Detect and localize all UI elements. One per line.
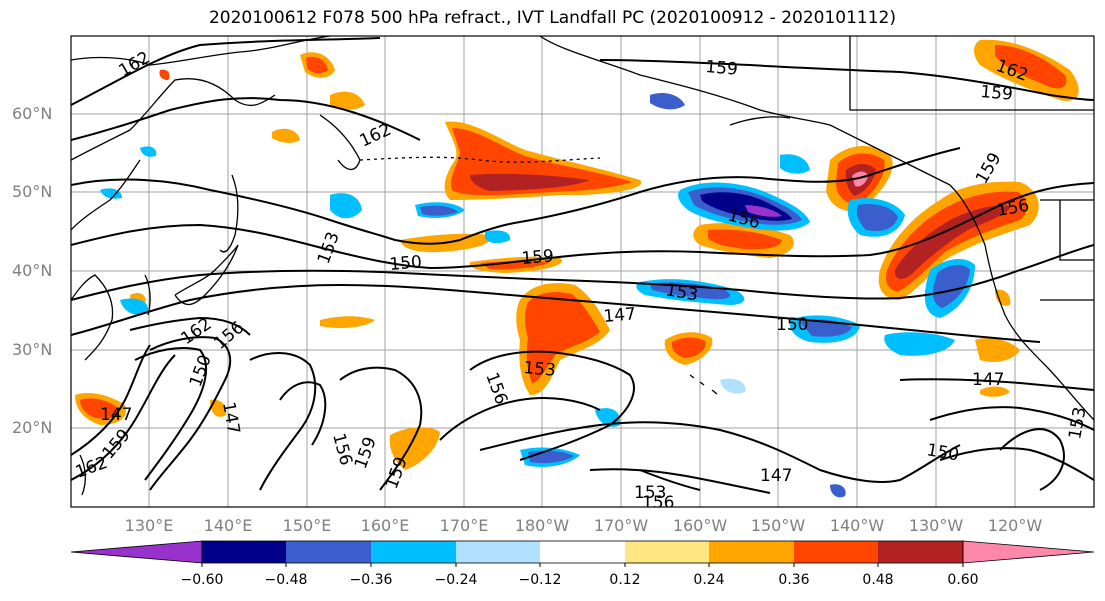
contour-label: 162 [357,120,395,152]
contour-label: 156 [642,493,674,513]
colorbar-tick-label: 0.48 [862,572,894,588]
lon-label: 140°E [203,516,253,535]
lat-label-60n: 60°N [12,104,53,123]
contour-label: 150 [186,352,216,389]
contour-label: 153 [634,483,666,503]
lon-label: 170°W [593,516,649,535]
colorbar-segment [202,541,286,563]
contour-label: 153 [664,280,699,305]
contour-label: 156 [481,370,511,407]
lat-label-30n: 30°N [12,340,53,359]
colorbar-segment [878,541,963,563]
colorbar-segment [709,541,794,563]
lon-label: 150°W [750,516,806,535]
contour-label: 147 [218,400,243,435]
lon-label: 130°E [124,516,174,535]
colorbar-tick-label: 0.60 [947,572,979,588]
colorbar-tick-label: −0.12 [518,572,562,588]
map-frame [70,35,1095,508]
contour-label: 162 [116,48,154,82]
lon-label: 130°W [908,516,964,535]
contour-label: 153 [523,358,557,381]
colorbar-segment [625,541,709,563]
lat-label-40n: 40°N [12,261,53,280]
lat-label-20n: 20°N [12,418,53,437]
lon-label: 170°E [439,516,489,535]
contour-label: 153 [1065,405,1090,440]
lon-label: 120°W [987,516,1043,535]
colorbar-tick-label: −0.48 [264,572,308,588]
colorbar-tick-label: 0.36 [778,572,810,588]
contour-label: 159 [382,454,412,491]
colorbar-segment [286,541,371,563]
colorbar-segment [962,540,1095,564]
colorbar-segment [456,541,540,563]
colorbar-tick-label: 0.12 [609,572,641,588]
contour-label: 159 [705,57,739,80]
colorbar-tick-label: −0.36 [349,572,393,588]
colorbar-tick-label: −0.60 [180,572,224,588]
contour-label: 156 [210,318,248,354]
colorbar [70,540,1095,567]
positive-anomaly-fills [75,39,1079,470]
lon-label: 160°W [672,516,728,535]
contour-label: 147 [100,405,132,425]
height-contours [71,37,1094,494]
lon-label: 160°E [360,516,410,535]
map-title: 2020100612 F078 500 hPa refract., IVT La… [208,8,896,28]
contour-label: 159 [351,434,381,471]
contour-label: 159 [521,246,555,269]
contour-label: 159 [980,82,1014,105]
lon-label: 150°E [282,516,332,535]
contour-label: 147 [603,304,637,327]
contour-label: 150 [776,315,808,335]
contour-label: 147 [972,370,1004,390]
colorbar-segment [540,541,625,563]
colorbar-segment [794,541,878,563]
colorbar-outline [201,540,964,564]
contour-label: 162 [73,453,110,483]
lon-label: 180°W [514,516,570,535]
contour-label: 153 [314,229,344,266]
contour-label: 147 [760,466,792,486]
contour-label: 150 [389,252,423,275]
lon-label: 140°W [829,516,885,535]
colorbar-tick-label: −0.24 [434,572,478,588]
colorbar-segment [371,541,456,563]
colorbar-segment [70,540,203,564]
negative-anomaly-fills [100,93,975,498]
lat-label-50n: 50°N [12,182,53,201]
contour-label: 156 [328,431,356,468]
colorbar-tick-label: 0.24 [693,572,725,588]
